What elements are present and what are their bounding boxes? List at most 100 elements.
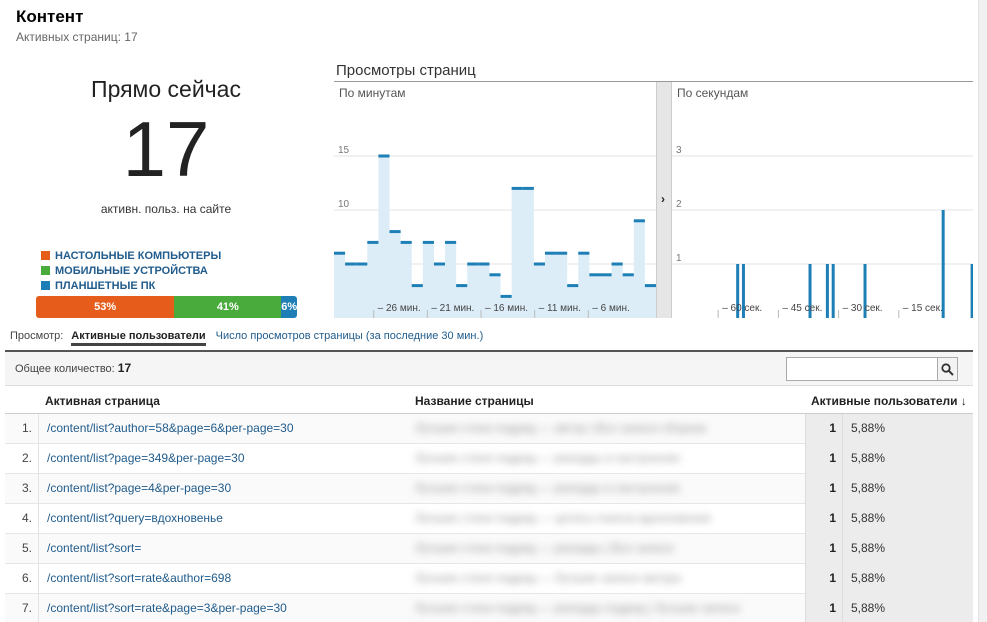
scrollbar[interactable] bbox=[978, 0, 987, 622]
table-row: 1. /content/list?author=58&page=6&per-pag… bbox=[5, 414, 973, 444]
bar bbox=[478, 262, 490, 266]
row-page-link[interactable]: /content/list?query=вдохновенье bbox=[47, 511, 223, 525]
bar bbox=[400, 240, 412, 244]
tab-pageviews[interactable]: Число просмотров страницы (за последние … bbox=[215, 330, 484, 342]
row-active-users: 1 bbox=[805, 444, 843, 474]
column-header-page[interactable]: Активная страница bbox=[45, 394, 160, 408]
row-percent: 5,88% bbox=[843, 504, 973, 534]
row-percent: 5,88% bbox=[843, 594, 973, 622]
row-page-title-text: Лучшие стихи подряд — Лучшие записи авто… bbox=[415, 571, 681, 585]
row-percent: 5,88% bbox=[843, 414, 973, 444]
minutes-chart-panel: По минутам 51015– 26 мин.– 21 мин.– 16 м… bbox=[334, 82, 656, 318]
bar bbox=[644, 284, 656, 288]
bar bbox=[356, 262, 368, 266]
row-active-users: 1 bbox=[805, 534, 843, 564]
bar bbox=[556, 251, 568, 255]
total-count: Общее количество: 17 bbox=[15, 361, 131, 375]
bar bbox=[433, 262, 446, 266]
row-index: 2. bbox=[5, 444, 39, 474]
row-page-link[interactable]: /content/list?author=58&page=6&per-page=… bbox=[47, 421, 294, 435]
bar bbox=[589, 273, 601, 277]
row-page-title: Лучшие стихи подряд — рекорды и настроен… bbox=[415, 474, 805, 504]
row-page-title-text: Лучшие стихи подряд — рекорды подряд | Л… bbox=[415, 601, 740, 615]
column-header-users-label: Активные пользователи bbox=[811, 394, 958, 408]
row-page-title-text: Лучшие стихи подряд — рекорды | Все запи… bbox=[415, 541, 674, 555]
active-pages-count: Активных страниц: 17 bbox=[16, 30, 138, 44]
bar bbox=[831, 264, 835, 318]
row-percent: 5,88% bbox=[843, 564, 973, 594]
bar bbox=[345, 262, 357, 266]
search-button[interactable] bbox=[937, 358, 957, 380]
row-page-title-text: Лучшие стихи подряд — рекорды и настроен… bbox=[415, 481, 681, 495]
y-tick-label: 15 bbox=[338, 145, 350, 156]
bar bbox=[611, 262, 623, 266]
row-page-link[interactable]: /content/list?sort= bbox=[47, 541, 142, 555]
device-legend: НАСТОЛЬНЫЕ КОМПЬЮТЕРЫ МОБИЛЬНЫЕ УСТРОЙСТ… bbox=[41, 248, 221, 293]
row-index: 7. bbox=[5, 594, 39, 622]
bar bbox=[489, 273, 501, 277]
bar bbox=[500, 294, 512, 298]
row-index: 4. bbox=[5, 504, 39, 534]
legend-swatch-mobile bbox=[41, 266, 50, 275]
table-row: 6. /content/list?sort=rate&author=698 Лучш… bbox=[5, 564, 973, 594]
bar bbox=[522, 186, 534, 190]
search-icon bbox=[941, 362, 954, 376]
bar bbox=[334, 251, 346, 255]
x-tick-label: – 15 сек. bbox=[903, 303, 943, 314]
legend-swatch-desktop bbox=[41, 251, 50, 260]
total-bar: Общее количество: 17 bbox=[5, 352, 973, 386]
row-page-link[interactable]: /content/list?sort=rate&page=3&per-page=… bbox=[47, 601, 287, 615]
row-page-link[interactable]: /content/list?page=349&per-page=30 bbox=[47, 451, 245, 465]
chevron-right-icon[interactable]: › bbox=[661, 192, 665, 206]
bar bbox=[622, 273, 634, 277]
device-share-bar: 53% 41% 6% bbox=[36, 296, 297, 318]
row-page-title: Лучшие стихи подряд — рекорды подряд | Л… bbox=[415, 594, 805, 622]
row-page-title: Лучшие стихи подряд — цитаты поиска вдох… bbox=[415, 504, 805, 534]
row-page-title: Лучшие стихи подряд — рекорды | Все запи… bbox=[415, 534, 805, 564]
bar bbox=[367, 240, 379, 244]
x-tick-label: – 26 мин. bbox=[378, 303, 421, 314]
view-label: Просмотр: bbox=[10, 330, 64, 342]
row-page-title: Лучшие стихи подряд — рекорды и настроен… bbox=[415, 444, 805, 474]
bar bbox=[411, 284, 423, 288]
bar bbox=[533, 262, 545, 266]
legend-label: ПЛАНШЕТНЫЕ ПК bbox=[55, 279, 156, 292]
bar bbox=[567, 284, 579, 288]
x-tick-label: – 6 мин. bbox=[592, 303, 629, 314]
search-input[interactable] bbox=[787, 358, 937, 380]
table-row: 2. /content/list?page=349&per-page=30 Лучш… bbox=[5, 444, 973, 474]
bar bbox=[741, 264, 745, 318]
seconds-chart-panel: По секундам 1 2 3 – 60 сек. – 45 сек. – 30 се… bbox=[672, 82, 974, 318]
row-page-link[interactable]: /content/list?sort=rate&author=698 bbox=[47, 571, 232, 585]
total-value: 17 bbox=[117, 361, 132, 375]
legend-label: НАСТОЛЬНЫЕ КОМПЬЮТЕРЫ bbox=[55, 249, 222, 262]
row-index: 5. bbox=[5, 534, 39, 564]
page-title: Контент bbox=[16, 7, 84, 26]
legend-label: МОБИЛЬНЫЕ УСТРОЙСТВА bbox=[55, 264, 208, 277]
row-active-users: 1 bbox=[805, 414, 843, 444]
row-page-link[interactable]: /content/list?page=4&per-page=30 bbox=[47, 481, 232, 495]
view-switch: Просмотр: Активные пользователи Число пр… bbox=[10, 330, 483, 346]
row-page-title-text: Лучшие стихи подряд — рекорды и настроен… bbox=[415, 451, 681, 465]
bar bbox=[736, 264, 740, 318]
bar bbox=[863, 264, 867, 318]
chart-divider[interactable]: › bbox=[656, 82, 672, 318]
active-users-count: 17 bbox=[122, 105, 210, 193]
row-index: 3. bbox=[5, 474, 39, 504]
bar bbox=[808, 264, 812, 318]
y-tick-label: 2 bbox=[676, 199, 682, 210]
share-segment: 53% bbox=[36, 296, 175, 318]
x-tick-label: – 11 мин. bbox=[539, 303, 581, 314]
x-tick-label: – 60 сек. bbox=[722, 303, 762, 314]
column-header-users[interactable]: Активные пользователи ↓ bbox=[811, 394, 967, 408]
legend-desktop: НАСТОЛЬНЫЕ КОМПЬЮТЕРЫ bbox=[41, 248, 221, 263]
bar bbox=[511, 186, 523, 190]
row-percent: 5,88% bbox=[843, 474, 973, 504]
tab-active-users[interactable]: Активные пользователи bbox=[71, 330, 206, 346]
y-tick-label: 1 bbox=[676, 253, 682, 264]
column-header-title[interactable]: Название страницы bbox=[415, 394, 534, 408]
bar bbox=[600, 273, 612, 277]
row-active-users: 1 bbox=[805, 474, 843, 504]
bar bbox=[633, 219, 645, 223]
right-now-title: Прямо сейчас bbox=[91, 76, 241, 102]
